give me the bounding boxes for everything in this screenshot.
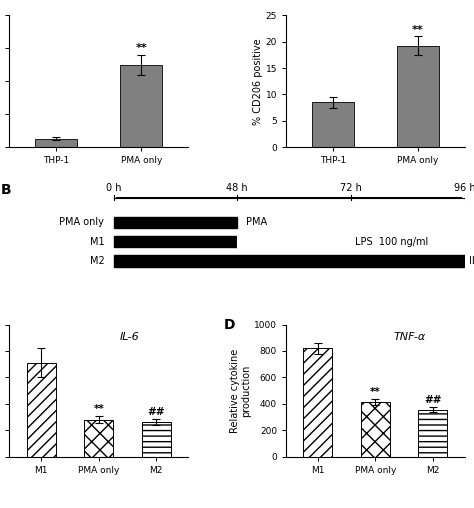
Bar — [114, 236, 237, 247]
Bar — [27, 363, 55, 457]
Text: M2: M2 — [90, 256, 104, 266]
Text: TNF-α: TNF-α — [393, 332, 425, 342]
Bar — [35, 139, 77, 147]
Text: 96 h: 96 h — [454, 183, 474, 193]
Text: PMA: PMA — [246, 217, 268, 228]
Bar — [419, 410, 447, 457]
Bar — [114, 255, 351, 267]
Text: 48 h: 48 h — [226, 183, 248, 193]
Text: **: ** — [412, 25, 424, 35]
Text: ##: ## — [147, 407, 165, 417]
Text: 72 h: 72 h — [340, 183, 362, 193]
Text: **: ** — [370, 387, 381, 397]
Text: ##: ## — [424, 395, 442, 405]
Text: **: ** — [93, 404, 104, 414]
Text: **: ** — [135, 43, 147, 53]
Text: IL-4 20 ng/ml: IL-4 20 ng/ml — [469, 256, 474, 266]
Bar — [397, 46, 439, 147]
Bar — [237, 236, 351, 247]
Bar — [351, 255, 465, 267]
Bar — [142, 422, 171, 457]
Text: IL-6: IL-6 — [120, 332, 140, 342]
Y-axis label: % CD206 positive: % CD206 positive — [253, 38, 263, 124]
Text: B: B — [0, 183, 11, 197]
Text: M1: M1 — [90, 237, 104, 247]
Bar — [114, 217, 237, 228]
Bar — [311, 103, 354, 147]
Text: D: D — [224, 318, 235, 332]
Bar — [84, 420, 113, 457]
Text: 0 h: 0 h — [106, 183, 121, 193]
Bar — [120, 65, 163, 147]
Bar — [361, 402, 390, 457]
Bar — [303, 348, 332, 457]
Y-axis label: Relative cytokine
production: Relative cytokine production — [230, 348, 251, 433]
Text: LPS  100 ng/ml: LPS 100 ng/ml — [356, 237, 429, 247]
Text: PMA only: PMA only — [59, 217, 104, 228]
